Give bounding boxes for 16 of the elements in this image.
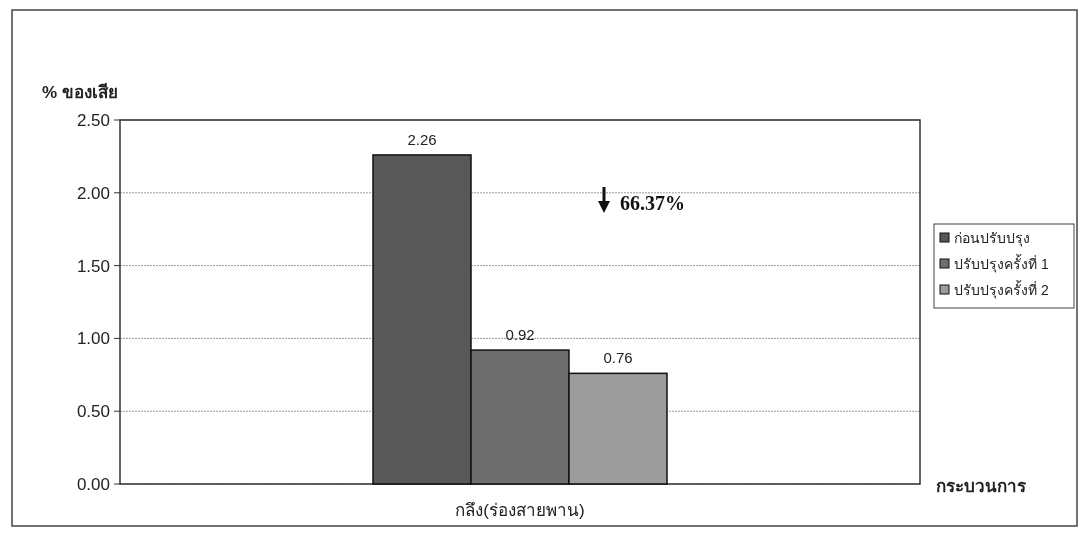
data-label: 0.92 xyxy=(505,326,535,344)
y-axis-title: % ของเสีย xyxy=(42,82,118,102)
y-tick-label: 0.00 xyxy=(76,474,110,494)
annotation: 66.37% xyxy=(620,192,685,214)
data-label: 2.26 xyxy=(407,130,437,148)
y-tick-label: 2.00 xyxy=(76,183,110,203)
x-axis-title: กระบวนการ xyxy=(936,477,1027,496)
legend-label: ก่อนปรับปรุง xyxy=(954,229,1030,247)
legend-label: ปรับปรุงครั้งที่ 1 xyxy=(954,253,1049,273)
y-tick-label: 1.50 xyxy=(76,256,110,276)
y-tick-label: 1.00 xyxy=(76,329,110,349)
x-tick-label: กลึง(ร่องสายพาน) xyxy=(455,501,585,520)
legend-label: ปรับปรุงครั้งที่ 2 xyxy=(954,279,1049,299)
y-tick-label: 2.50 xyxy=(76,110,110,130)
y-tick-label: 0.50 xyxy=(76,402,110,422)
data-label: 0.76 xyxy=(603,349,633,367)
